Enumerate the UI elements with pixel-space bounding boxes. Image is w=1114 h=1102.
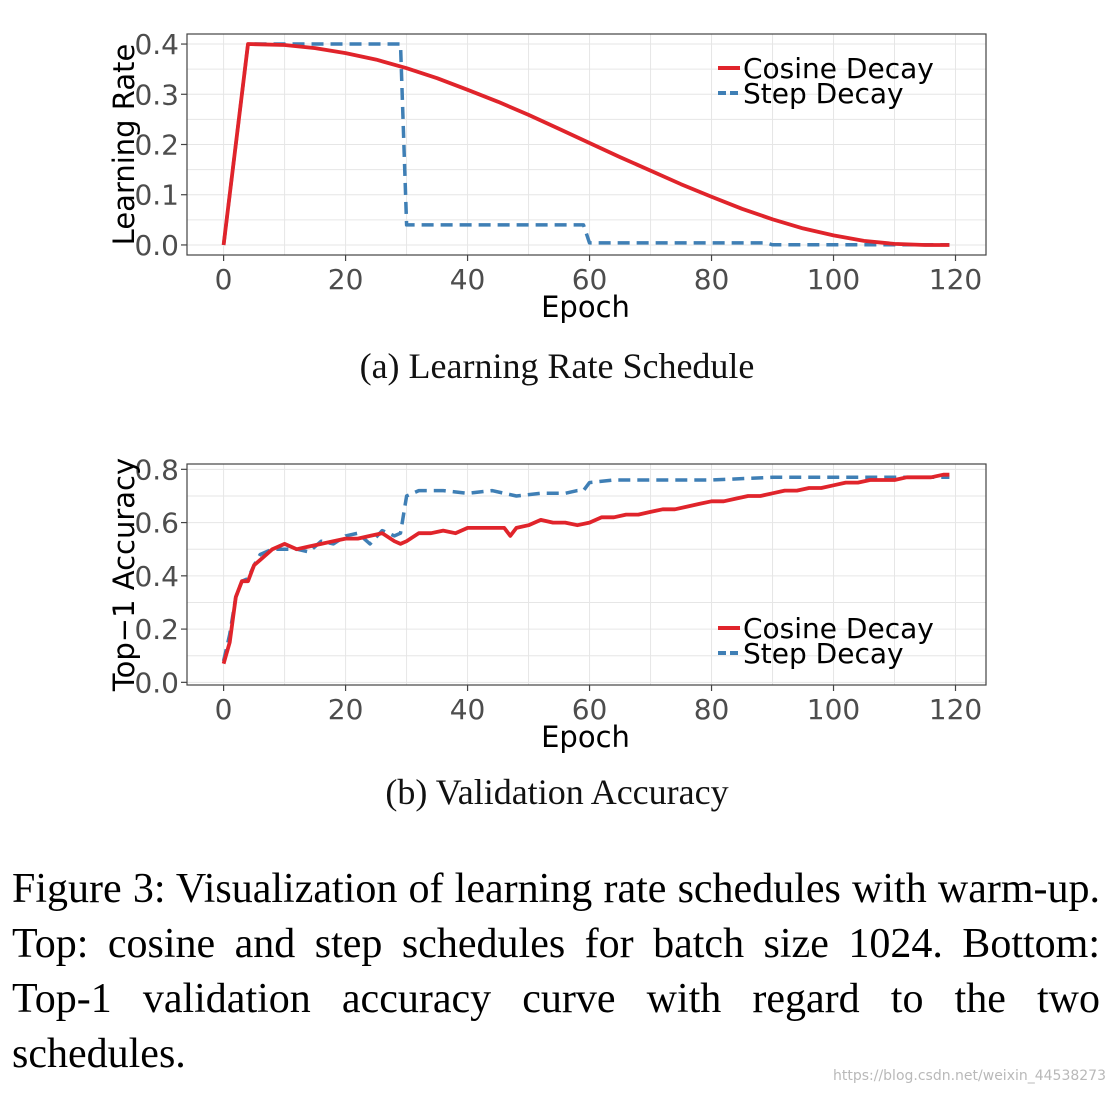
y-tick-label: 0.2: [134, 613, 179, 646]
subcaption-b: (b) Validation Accuracy: [385, 772, 729, 812]
accuracy-chart-svg: 0 20 40 60 80 100 120 0.0 0.2 0.4 0.6 0.8 Epoch Top−1…: [107, 453, 987, 754]
x-tick-label: 60: [572, 693, 608, 726]
x-tick-label: 60: [572, 263, 608, 296]
watermark: https://blog.csdn.net/weixin_44538273: [832, 1068, 1106, 1084]
x-tick-label: 120: [929, 693, 982, 726]
x-tick-label: 40: [450, 693, 486, 726]
y-axis-label: Learning Rate: [107, 44, 141, 246]
x-axis-label: Epoch: [541, 290, 630, 324]
x-tick-label: 0: [215, 263, 233, 296]
y-tick-label: 0.1: [134, 179, 179, 212]
legend-label-cosine: Cosine Decay: [743, 612, 934, 645]
figure-caption: Figure 3: Visualization of learning rate…: [12, 866, 1100, 1077]
plot-frame: [186, 463, 987, 686]
y-tick-label: 0.2: [134, 129, 179, 162]
y-tick-label: 0.4: [134, 28, 179, 61]
step-decay-line: [221, 475, 950, 662]
learning-rate-chart-svg: 0 20 40 60 80 100 120 0.0 0.1 0.2 0.3 0.4 Epoch Learn…: [107, 28, 987, 324]
step-decay-line: [221, 42, 950, 247]
x-tick-label: 80: [694, 693, 730, 726]
x-axis-label: Epoch: [541, 720, 630, 754]
legend-label-step: Step Decay: [743, 77, 904, 110]
x-tick-label: 100: [807, 263, 860, 296]
legend-label-step: Step Decay: [743, 637, 904, 670]
y-axis-label: Top−1 Accuracy: [107, 458, 141, 692]
x-tick-label: 20: [328, 693, 364, 726]
cosine-decay-line: [221, 472, 950, 665]
accuracy-chart: 0 20 40 60 80 100 120 0.0 0.2 0.4 0.6 0.8 Epoch Top−1…: [0, 430, 1114, 760]
x-tick-label: 40: [450, 263, 486, 296]
legend-label-cosine: Cosine Decay: [743, 52, 934, 85]
x-tick-label: 100: [807, 693, 860, 726]
x-tick-label: 80: [694, 263, 730, 296]
y-tick-label: 0.6: [134, 507, 179, 540]
learning-rate-chart: 0 20 40 60 80 100 120 0.0 0.1 0.2 0.3 0.4 Epoch Learn…: [0, 0, 1114, 330]
x-tick-label: 0: [215, 693, 233, 726]
y-tick-label: 0.0: [134, 229, 179, 262]
y-tick-label: 0.8: [134, 453, 179, 486]
subcaption-a: (a) Learning Rate Schedule: [359, 346, 755, 386]
x-tick-label: 20: [328, 263, 364, 296]
x-tick-label: 120: [929, 263, 982, 296]
y-tick-label: 0.3: [134, 78, 179, 111]
y-tick-label: 0.4: [134, 560, 179, 593]
cosine-decay-line: [221, 42, 950, 247]
y-tick-label: 0.0: [134, 666, 179, 699]
